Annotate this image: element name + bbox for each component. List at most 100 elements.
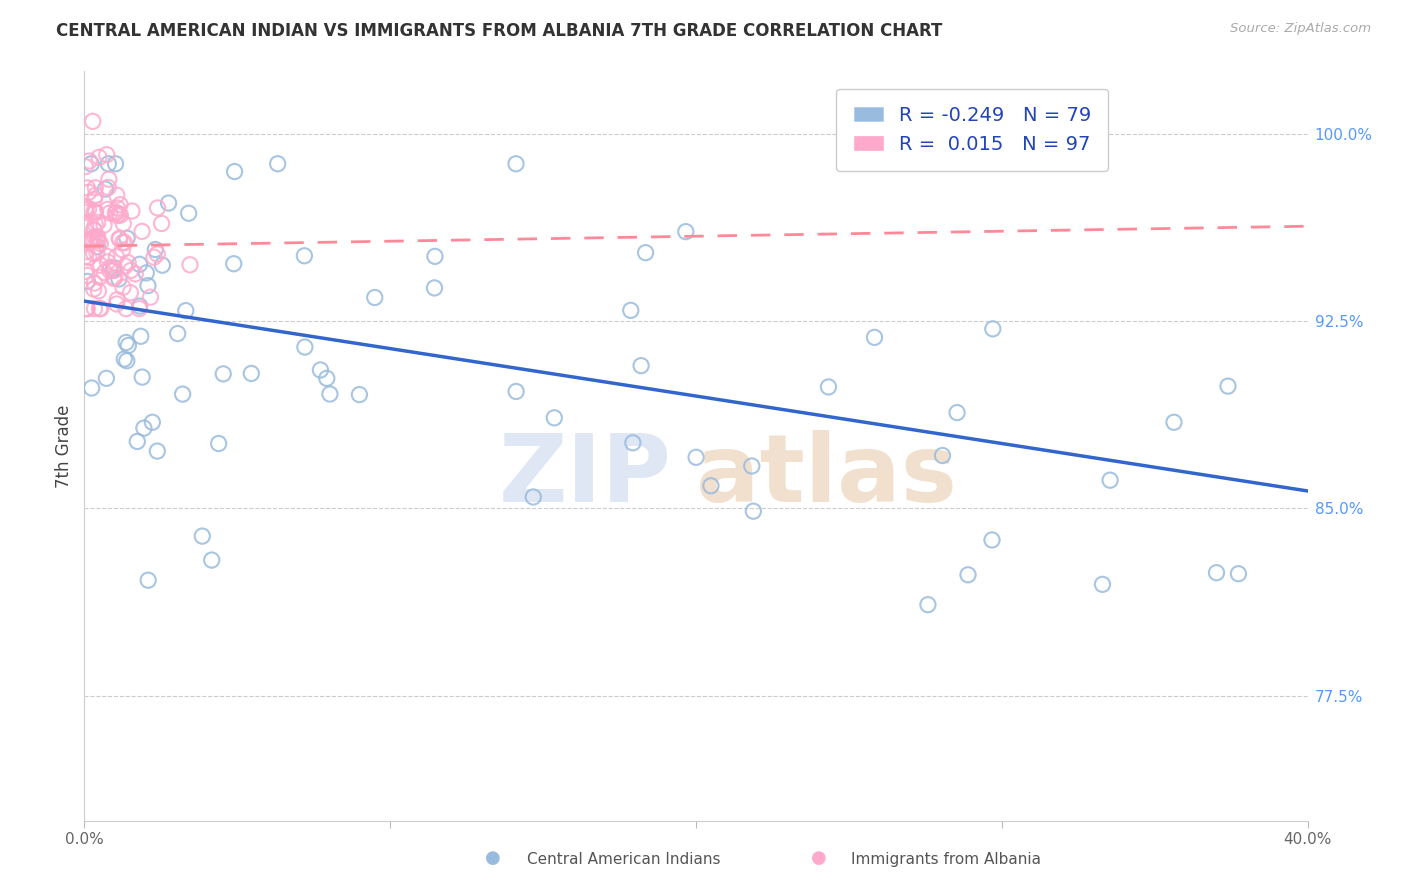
Point bbox=[117, 338, 139, 352]
Text: Immigrants from Albania: Immigrants from Albania bbox=[851, 852, 1040, 867]
Point bbox=[222, 257, 245, 271]
Point bbox=[685, 450, 707, 465]
Point bbox=[423, 249, 446, 263]
Point bbox=[127, 434, 149, 449]
Text: Source: ZipAtlas.com: Source: ZipAtlas.com bbox=[1230, 22, 1371, 36]
Point bbox=[75, 219, 97, 233]
Point bbox=[105, 293, 128, 307]
Point bbox=[364, 291, 387, 305]
Point bbox=[84, 188, 107, 202]
Point bbox=[292, 249, 315, 263]
Point bbox=[98, 260, 121, 275]
Point bbox=[76, 268, 98, 283]
Point bbox=[83, 192, 105, 206]
Point bbox=[1205, 566, 1227, 580]
Point bbox=[114, 259, 136, 273]
Point bbox=[108, 272, 131, 286]
Y-axis label: 7th Grade: 7th Grade bbox=[55, 404, 73, 488]
Point bbox=[146, 444, 169, 458]
Point bbox=[129, 329, 152, 343]
Point bbox=[108, 231, 131, 245]
Point bbox=[621, 435, 644, 450]
Point bbox=[128, 257, 150, 271]
Point bbox=[131, 370, 153, 384]
Point bbox=[1163, 415, 1185, 429]
Point bbox=[75, 301, 97, 316]
Point bbox=[96, 371, 118, 385]
Point bbox=[83, 246, 105, 260]
Point bbox=[110, 208, 132, 222]
Point bbox=[112, 217, 135, 231]
Point bbox=[956, 567, 979, 582]
Point bbox=[108, 232, 131, 246]
Point bbox=[1227, 566, 1250, 581]
Point bbox=[79, 232, 101, 246]
Point bbox=[111, 243, 134, 257]
Point bbox=[115, 231, 138, 245]
Point bbox=[120, 263, 142, 277]
Point bbox=[212, 367, 235, 381]
Point bbox=[946, 406, 969, 420]
Point bbox=[103, 271, 125, 285]
Point bbox=[77, 235, 100, 249]
Point bbox=[142, 250, 165, 264]
Point bbox=[177, 206, 200, 220]
Point bbox=[97, 180, 120, 194]
Point bbox=[83, 222, 105, 236]
Point bbox=[931, 449, 953, 463]
Point bbox=[86, 245, 108, 260]
Point bbox=[741, 458, 763, 473]
Point bbox=[89, 270, 111, 285]
Point bbox=[108, 197, 131, 211]
Point bbox=[105, 209, 128, 223]
Point bbox=[86, 229, 108, 244]
Point bbox=[111, 235, 134, 250]
Point bbox=[136, 573, 159, 587]
Point bbox=[94, 182, 117, 196]
Point bbox=[77, 185, 100, 199]
Point bbox=[505, 157, 527, 171]
Point bbox=[76, 301, 98, 316]
Point bbox=[135, 266, 157, 280]
Point bbox=[84, 218, 107, 232]
Point bbox=[83, 282, 105, 296]
Point bbox=[76, 181, 98, 195]
Point bbox=[84, 181, 107, 195]
Point bbox=[83, 276, 105, 290]
Point bbox=[240, 367, 263, 381]
Point bbox=[266, 157, 288, 171]
Point bbox=[105, 201, 128, 215]
Point bbox=[157, 196, 180, 211]
Point bbox=[981, 533, 1004, 547]
Point bbox=[87, 234, 110, 248]
Point bbox=[630, 359, 652, 373]
Point bbox=[1099, 473, 1122, 487]
Point bbox=[172, 387, 194, 401]
Point bbox=[112, 352, 135, 367]
Point bbox=[111, 280, 134, 294]
Point bbox=[179, 258, 201, 272]
Point bbox=[89, 236, 111, 251]
Point bbox=[543, 410, 565, 425]
Point bbox=[522, 490, 544, 504]
Point bbox=[93, 218, 115, 232]
Point bbox=[917, 598, 939, 612]
Point bbox=[141, 415, 163, 429]
Point bbox=[315, 371, 337, 385]
Point bbox=[319, 387, 342, 401]
Point bbox=[174, 303, 197, 318]
Point bbox=[86, 240, 108, 254]
Point bbox=[76, 274, 98, 288]
Point bbox=[87, 284, 110, 298]
Point bbox=[77, 153, 100, 168]
Point bbox=[93, 266, 115, 280]
Point bbox=[146, 201, 169, 215]
Point bbox=[84, 205, 107, 219]
Point bbox=[75, 205, 97, 219]
Point bbox=[128, 299, 150, 313]
Point bbox=[104, 205, 127, 219]
Text: Central American Indians: Central American Indians bbox=[527, 852, 721, 867]
Point bbox=[97, 172, 120, 186]
Point bbox=[309, 363, 332, 377]
Point bbox=[115, 353, 138, 368]
